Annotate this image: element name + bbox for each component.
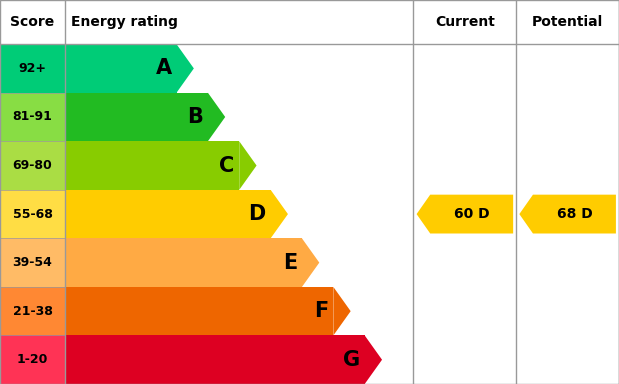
Text: 92+: 92+ — [19, 62, 46, 75]
Text: Score: Score — [11, 15, 54, 29]
Bar — [0, 141, 65, 190]
Text: 39-54: 39-54 — [12, 256, 53, 269]
Bar — [0, 190, 65, 238]
Polygon shape — [208, 93, 225, 141]
Text: C: C — [219, 156, 235, 175]
Text: 81-91: 81-91 — [12, 111, 53, 124]
Polygon shape — [519, 195, 616, 233]
Text: Potential: Potential — [532, 15, 604, 29]
Bar — [65, 336, 365, 384]
Bar — [65, 190, 271, 238]
Polygon shape — [302, 238, 319, 287]
Text: 60 D: 60 D — [454, 207, 490, 221]
Text: G: G — [343, 350, 360, 370]
Text: 1-20: 1-20 — [17, 353, 48, 366]
Polygon shape — [176, 44, 194, 93]
Bar — [65, 93, 208, 141]
Text: Current: Current — [435, 15, 495, 29]
Bar — [65, 238, 302, 287]
Bar — [0, 287, 65, 336]
Polygon shape — [334, 287, 351, 336]
Text: 69-80: 69-80 — [12, 159, 53, 172]
Text: 55-68: 55-68 — [12, 208, 53, 220]
Bar — [65, 141, 240, 190]
Text: B: B — [187, 107, 203, 127]
Text: F: F — [314, 301, 329, 321]
Polygon shape — [417, 195, 513, 233]
Text: E: E — [283, 253, 297, 273]
Bar — [0, 238, 65, 287]
Bar — [0, 0, 619, 44]
Bar — [0, 336, 65, 384]
Bar — [65, 44, 176, 93]
Polygon shape — [365, 336, 382, 384]
Polygon shape — [271, 190, 288, 238]
Bar — [0, 44, 65, 93]
Text: Energy rating: Energy rating — [71, 15, 178, 29]
Text: 68 D: 68 D — [556, 207, 592, 221]
Text: A: A — [155, 58, 171, 78]
Text: D: D — [248, 204, 266, 224]
Bar — [65, 287, 334, 336]
Polygon shape — [240, 141, 257, 190]
Text: 21-38: 21-38 — [12, 305, 53, 318]
Bar — [0, 93, 65, 141]
